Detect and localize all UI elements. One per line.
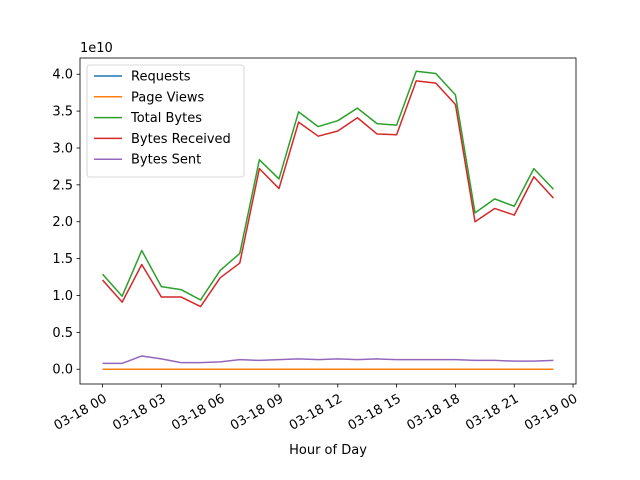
y-tick-label: 1.0 — [52, 289, 73, 304]
series-line-bytes-sent — [102, 355, 554, 365]
y-tick-label: 1.5 — [52, 252, 73, 267]
legend-label-page-views: Page Views — [131, 90, 204, 105]
y-tick-label: 2.5 — [52, 178, 73, 193]
legend-box — [86, 64, 245, 178]
legend-label-total-bytes: Total Bytes — [130, 111, 202, 126]
legend-label-bytes-sent: Bytes Sent — [131, 153, 201, 168]
axes-frame — [79, 57, 577, 385]
y-tick-label: 0.5 — [52, 326, 73, 341]
y-tick-label: 0.0 — [52, 363, 73, 378]
y-tick-label: 4.0 — [52, 68, 73, 83]
legend-label-bytes-received: Bytes Received — [131, 132, 231, 147]
series-line-bytes-received — [101, 80, 555, 308]
legend-label-requests: Requests — [131, 70, 191, 85]
series-line-total-bytes — [101, 70, 554, 301]
x-axis-label: Hour of Day — [289, 443, 367, 458]
y-tick-label: 3.0 — [52, 141, 73, 156]
y-tick-label: 3.5 — [52, 105, 73, 120]
y-scale-label: 1e10 — [80, 41, 113, 56]
y-tick-label: 2.0 — [52, 215, 73, 230]
